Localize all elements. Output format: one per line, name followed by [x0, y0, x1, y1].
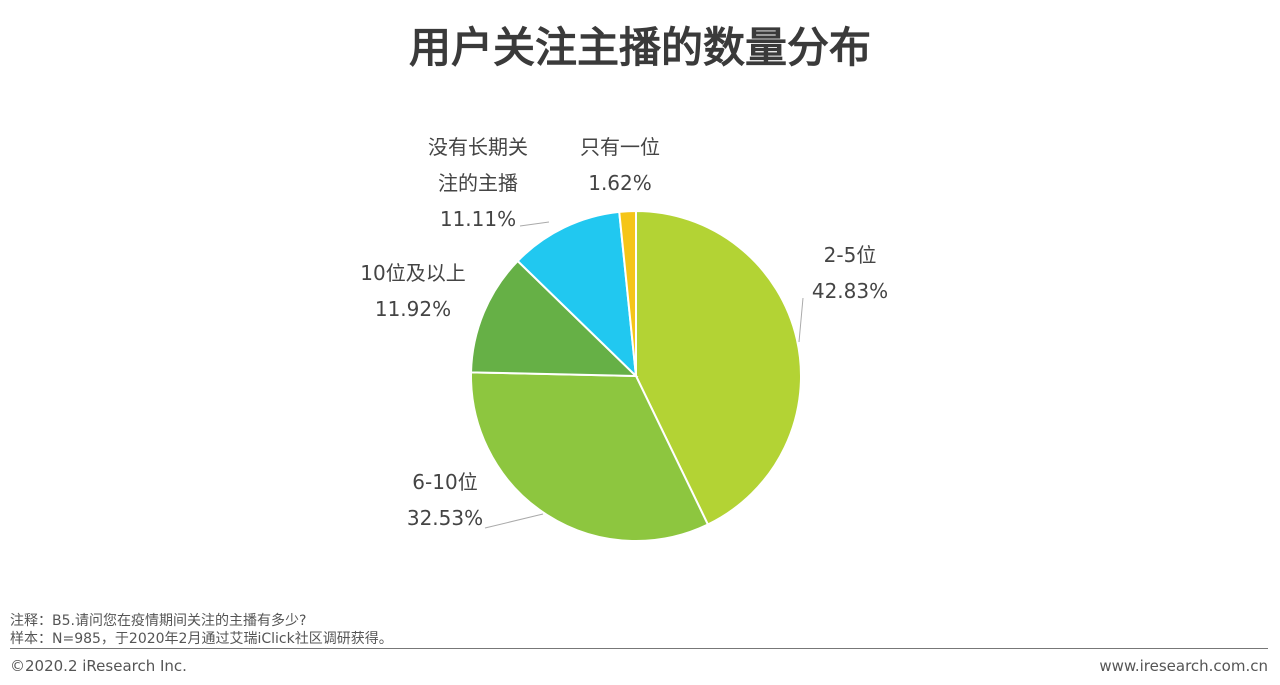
- chart-title: 用户关注主播的数量分布: [408, 23, 871, 72]
- leader-line: [798, 297, 804, 343]
- pie-slice: [470, 371, 710, 542]
- leader-line: [519, 221, 550, 227]
- value-label: 42.83%: [811, 279, 889, 303]
- value-label: 11.11%: [439, 207, 517, 231]
- leader-line: [484, 513, 544, 529]
- note: 样本：N=985，于2020年2月通过艾瑞iClick社区调研获得。: [10, 631, 393, 647]
- category-label: 没有长期关注的主播: [428, 135, 528, 195]
- pie-slice: [618, 209, 637, 377]
- note: 注释：B5.请问您在疫情期间关注的主播有多少?: [10, 613, 307, 629]
- data-label: 10位及以上 11.92%: [348, 255, 478, 327]
- data-label: 2-5位 42.83%: [795, 237, 905, 309]
- pie-slice: [516, 210, 638, 379]
- category-label: 只有一位: [580, 135, 660, 159]
- value-label: 1.62%: [588, 171, 652, 195]
- divider: [10, 648, 1268, 649]
- category-label: 2-5位: [823, 243, 877, 267]
- copyright: ©2020.2 iResearch Inc.: [10, 657, 187, 675]
- data-label: 只有一位 1.62%: [565, 129, 675, 201]
- pie-slice: [635, 209, 802, 526]
- category-label: 10位及以上: [360, 261, 466, 285]
- website: www.iresearch.com.cn: [1099, 657, 1268, 675]
- data-label: 没有长期关注的主播 11.11%: [424, 129, 532, 237]
- category-label: 6-10位: [412, 470, 478, 494]
- value-label: 32.53%: [406, 506, 484, 530]
- data-label: 6-10位 32.53%: [390, 464, 500, 536]
- pie-slice: [470, 259, 639, 378]
- value-label: 11.92%: [374, 297, 452, 321]
